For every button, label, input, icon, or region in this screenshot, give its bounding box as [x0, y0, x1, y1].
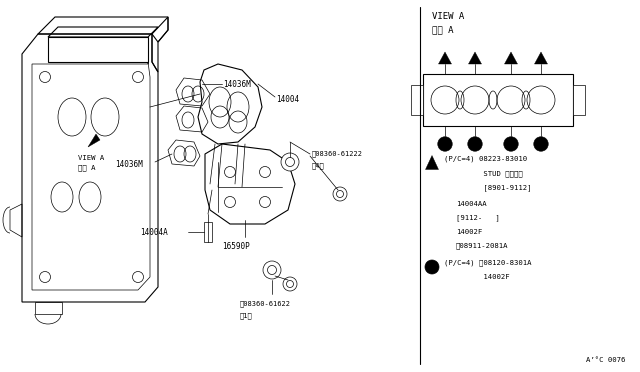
Text: 14004A: 14004A — [140, 228, 168, 237]
Circle shape — [337, 190, 344, 198]
Circle shape — [285, 157, 294, 167]
Polygon shape — [468, 52, 481, 64]
Circle shape — [132, 272, 143, 282]
Text: （4）: （4） — [312, 163, 324, 169]
Text: (P/C=4) 08223-83010: (P/C=4) 08223-83010 — [444, 156, 527, 162]
Circle shape — [281, 153, 299, 171]
Text: [8901-9112]: [8901-9112] — [444, 185, 531, 191]
Text: 14036M: 14036M — [223, 80, 251, 89]
Circle shape — [425, 260, 439, 274]
Circle shape — [504, 137, 518, 151]
Text: 14002F: 14002F — [444, 274, 509, 280]
Circle shape — [268, 266, 276, 275]
Circle shape — [461, 86, 489, 114]
Text: 14002F: 14002F — [456, 229, 483, 235]
Bar — [573, 85, 585, 115]
Polygon shape — [426, 155, 438, 170]
Circle shape — [534, 137, 548, 151]
Text: 14036M: 14036M — [115, 160, 143, 169]
Circle shape — [468, 137, 482, 151]
Bar — [423, 74, 573, 126]
Circle shape — [225, 196, 236, 208]
Circle shape — [287, 280, 294, 288]
Circle shape — [438, 137, 452, 151]
Circle shape — [431, 86, 459, 114]
Text: STUD スタッド: STUD スタッド — [444, 171, 523, 177]
Text: 16590P: 16590P — [222, 241, 250, 250]
Text: VIEW A: VIEW A — [78, 155, 104, 161]
Polygon shape — [438, 52, 451, 64]
Circle shape — [497, 86, 525, 114]
Circle shape — [527, 86, 555, 114]
Text: 矢視 A: 矢視 A — [432, 26, 454, 35]
Circle shape — [263, 261, 281, 279]
Circle shape — [225, 167, 236, 177]
Text: ⓢ08360-61222: ⓢ08360-61222 — [312, 151, 363, 157]
Text: A’°C 0076: A’°C 0076 — [586, 357, 625, 363]
Text: ⓢ08360-61622: ⓢ08360-61622 — [240, 301, 291, 307]
Text: (P/C=4) ⒲08120-8301A: (P/C=4) ⒲08120-8301A — [444, 260, 531, 266]
Circle shape — [283, 277, 297, 291]
Circle shape — [40, 272, 51, 282]
Text: [9112-   ]: [9112- ] — [456, 215, 500, 221]
Polygon shape — [88, 134, 100, 147]
Circle shape — [132, 71, 143, 83]
Bar — [411, 85, 423, 115]
Polygon shape — [534, 52, 547, 64]
Circle shape — [333, 187, 347, 201]
Text: 14004: 14004 — [276, 94, 299, 103]
Text: VIEW A: VIEW A — [432, 12, 464, 20]
Circle shape — [40, 71, 51, 83]
Circle shape — [259, 167, 271, 177]
Polygon shape — [504, 52, 518, 64]
Circle shape — [259, 196, 271, 208]
Text: ⓝ08911-2081A: ⓝ08911-2081A — [456, 243, 509, 249]
Text: （1）: （1） — [240, 313, 253, 319]
Text: 矢視 A: 矢視 A — [78, 165, 95, 171]
Text: 14004AA: 14004AA — [456, 201, 486, 207]
